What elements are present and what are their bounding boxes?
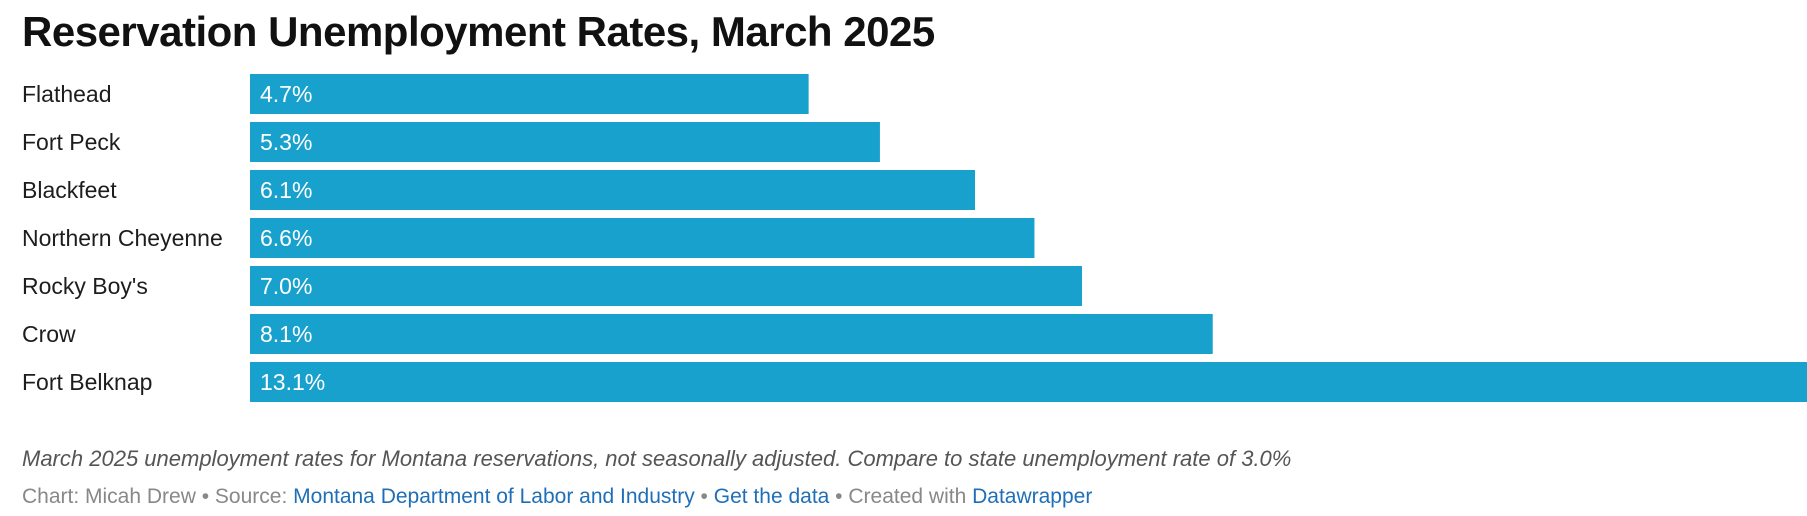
get-data-link[interactable]: Get the data [713,485,830,508]
source-link[interactable]: Montana Department of Labor and Industry [293,485,695,508]
chart-footer: Chart: Micah Drew • Source: Montana Depa… [22,485,1092,509]
category-label: Rocky Boy's [22,273,148,299]
datawrapper-link[interactable]: Datawrapper [972,485,1093,508]
bar-row: Northern Cheyenne 6.6% [22,218,1035,258]
chart-description: March 2025 unemployment rates for Montan… [22,446,1292,471]
bar-row: Fort Belknap 13.1% [22,362,1807,402]
category-label: Fort Peck [22,129,121,155]
created-with-prefix: Created with [848,485,973,508]
footer-separator: • [829,485,849,508]
bar [250,170,976,210]
value-label: 13.1% [260,369,325,395]
value-label: 4.7% [260,81,312,107]
category-label: Flathead [22,81,112,107]
bar [250,362,1807,402]
bar-row: Rocky Boy's 7.0% [22,266,1082,306]
chart-title: Reservation Unemployment Rates, March 20… [22,8,935,55]
footer-separator: • [694,485,714,508]
footer-separator: • [195,485,215,508]
bar-row: Flathead 4.7% [22,74,809,114]
bar [250,218,1035,258]
bar [250,266,1082,306]
bar [250,74,809,114]
value-label: 8.1% [260,321,312,347]
bar [250,314,1213,354]
category-label: Fort Belknap [22,369,152,395]
value-label: 6.1% [260,177,312,203]
bar [250,122,880,162]
value-label: 7.0% [260,273,312,299]
bar-row: Crow 8.1% [22,314,1213,354]
value-label: 5.3% [260,129,312,155]
source-prefix: Source: [214,485,294,508]
category-label: Blackfeet [22,177,117,203]
category-label: Northern Cheyenne [22,225,223,251]
category-label: Crow [22,321,76,347]
bar-row: Fort Peck 5.3% [22,122,880,162]
bar-chart: Flathead 4.7% Fort Peck 5.3% Blackfeet 6.1% No… [22,74,1807,402]
bar-row: Blackfeet 6.1% [22,170,976,210]
chart-credit: Chart: Micah Drew [22,485,196,508]
value-label: 6.6% [260,225,312,251]
